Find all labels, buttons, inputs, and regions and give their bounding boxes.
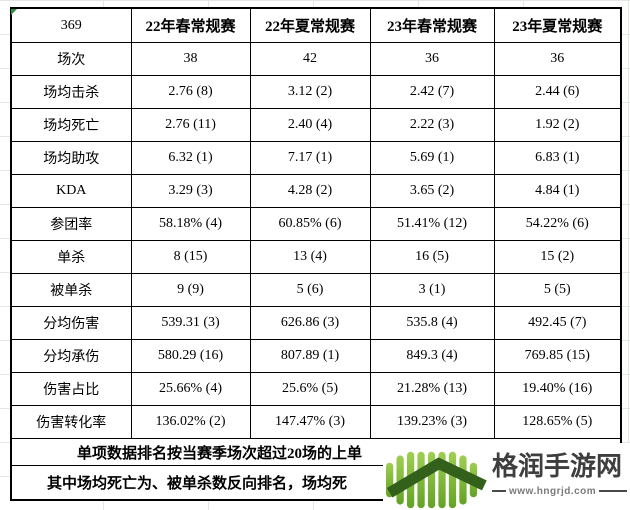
row-label[interactable]: 单杀 [10,240,132,274]
table-row: 伤害占比 25.66% (4) 25.6% (5) 21.28% (13) 19.40%… [10,372,622,406]
stat-cell[interactable]: 21.28% (13) [369,372,495,406]
table-row: 场次 38 42 36 36 [10,42,622,76]
stat-cell[interactable]: 2.44 (6) [493,75,622,109]
stat-cell[interactable]: 60.85% (6) [249,207,371,241]
stat-cell[interactable]: 38 [130,42,251,76]
rule-right-icon [599,490,627,492]
site-watermark: 格润手游网 www.hngrjd.com [383,443,630,510]
stat-cell[interactable]: 1.92 (2) [493,108,622,142]
row-label[interactable]: 参团率 [10,207,132,241]
stat-cell[interactable]: 6.83 (1) [493,141,622,175]
stat-cell[interactable]: 492.45 (7) [493,306,622,340]
stat-cell[interactable]: 2.76 (11) [130,108,251,142]
stat-cell[interactable]: 128.65% (5) [493,405,622,439]
row-label[interactable]: 分均伤害 [10,306,132,340]
stat-cell[interactable]: 15 (2) [493,240,622,274]
stat-cell[interactable]: 807.89 (1) [249,339,371,373]
stat-cell[interactable]: 5 (6) [249,273,371,307]
stat-cell[interactable]: 7.17 (1) [249,141,371,175]
table-row: 分均承伤 580.29 (16) 807.89 (1) 849.3 (4) 769.85… [10,339,622,373]
row-label[interactable]: 伤害转化率 [10,405,132,439]
watermark-site-url: www.hngrjd.com [509,485,597,497]
table-row: 被单杀 9 (9) 5 (6) 3 (1) 5 (5) [10,273,622,307]
row-label[interactable]: 场次 [10,42,132,76]
footnote-1[interactable]: 单项数据排名按当赛季场次超过20场的上单 [10,438,622,466]
player-id-cell[interactable]: 369 [10,7,132,43]
watermark-text-block: 格润手游网 www.hngrjd.com [492,450,630,497]
column-header-4[interactable]: 23年夏常规赛 [493,7,622,43]
stat-cell[interactable]: 2.40 (4) [249,108,371,142]
stats-table: 369 22年春常规赛 22年夏常规赛 23年春常规赛 23年夏常规赛 场次 38 42 3… [10,7,622,501]
stat-cell[interactable]: 139.23% (3) [369,405,495,439]
stat-cell[interactable]: 54.22% (6) [493,207,622,241]
table-row: 单杀 8 (15) 13 (4) 16 (5) 15 (2) [10,240,622,274]
stat-cell[interactable]: 4.28 (2) [249,174,371,208]
stat-cell[interactable]: 3.12 (2) [249,75,371,109]
table-row: 参团率 58.18% (4) 60.85% (6) 51.41% (12) 54.22%… [10,207,622,241]
table-row: 场均助攻 6.32 (1) 7.17 (1) 5.69 (1) 6.83 (1) [10,141,622,175]
table-row: 场均死亡 2.76 (11) 2.40 (4) 2.22 (3) 1.92 (2) [10,108,622,142]
stat-cell[interactable]: 3 (1) [369,273,495,307]
stat-cell[interactable]: 580.29 (16) [130,339,251,373]
stat-cell[interactable]: 42 [249,42,371,76]
header-row: 369 22年春常规赛 22年夏常规赛 23年春常规赛 23年夏常规赛 [10,7,622,43]
stat-cell[interactable]: 626.86 (3) [249,306,371,340]
stat-cell[interactable]: 36 [493,42,622,76]
column-header-2[interactable]: 22年夏常规赛 [249,7,371,43]
stat-cell[interactable]: 9 (9) [130,273,251,307]
rule-left-icon [492,490,506,492]
stat-cell[interactable]: 6.32 (1) [130,141,251,175]
stat-cell[interactable]: 2.42 (7) [369,75,495,109]
stat-cell[interactable]: 5.69 (1) [369,141,495,175]
stat-cell[interactable]: 5 (5) [493,273,622,307]
row-label[interactable]: KDA [10,174,132,208]
stat-cell[interactable]: 539.31 (3) [130,306,251,340]
stat-cell[interactable]: 2.22 (3) [369,108,495,142]
stat-cell[interactable]: 147.47% (3) [249,405,371,439]
stat-cell[interactable]: 13 (4) [249,240,371,274]
stat-cell[interactable]: 4.84 (1) [493,174,622,208]
table-row: KDA 3.29 (3) 4.28 (2) 3.65 (2) 4.84 (1) [10,174,622,208]
stat-cell[interactable]: 51.41% (12) [369,207,495,241]
row-label[interactable]: 场均死亡 [10,108,132,142]
row-label[interactable]: 场均助攻 [10,141,132,175]
stat-cell[interactable]: 535.8 (4) [369,306,495,340]
row-label[interactable]: 分均承伤 [10,339,132,373]
table-row: 伤害转化率 136.02% (2) 147.47% (3) 139.23% (3) 12… [10,405,622,439]
stat-cell[interactable]: 136.02% (2) [130,405,251,439]
stat-cell[interactable]: 25.66% (4) [130,372,251,406]
stats-body: 场次 38 42 36 36 场均击杀 2.76 (8) 3.12 (2) 2.42 (7) 2.… [10,42,622,439]
watermark-url-row: www.hngrjd.com [492,486,627,497]
stat-cell[interactable]: 19.40% (16) [493,372,622,406]
stat-cell[interactable]: 3.29 (3) [130,174,251,208]
column-header-1[interactable]: 22年春常规赛 [130,7,251,43]
stat-cell[interactable]: 58.18% (4) [130,207,251,241]
row-label[interactable]: 伤害占比 [10,372,132,406]
row-label[interactable]: 被单杀 [10,273,132,307]
stat-cell[interactable]: 849.3 (4) [369,339,495,373]
table-row: 分均伤害 539.31 (3) 626.86 (3) 535.8 (4) 492.45 … [10,306,622,340]
row-label[interactable]: 场均击杀 [10,75,132,109]
watermark-site-name: 格润手游网 [492,451,623,481]
stat-cell[interactable]: 769.85 (15) [493,339,622,373]
logo-arrow [386,457,487,498]
stat-cell[interactable]: 25.6% (5) [249,372,371,406]
stat-cell[interactable]: 8 (15) [130,240,251,274]
cell-error-indicator-triangle [11,9,17,15]
watermark-logo-icon [386,451,487,509]
column-header-3[interactable]: 23年春常规赛 [369,7,495,43]
stat-cell[interactable]: 36 [369,42,495,76]
footnote-row-1: 单项数据排名按当赛季场次超过20场的上单 [10,438,622,466]
stat-cell[interactable]: 16 (5) [369,240,495,274]
stat-cell[interactable]: 3.65 (2) [369,174,495,208]
stat-cell[interactable]: 2.76 (8) [130,75,251,109]
table-row: 场均击杀 2.76 (8) 3.12 (2) 2.42 (7) 2.44 (6) [10,75,622,109]
